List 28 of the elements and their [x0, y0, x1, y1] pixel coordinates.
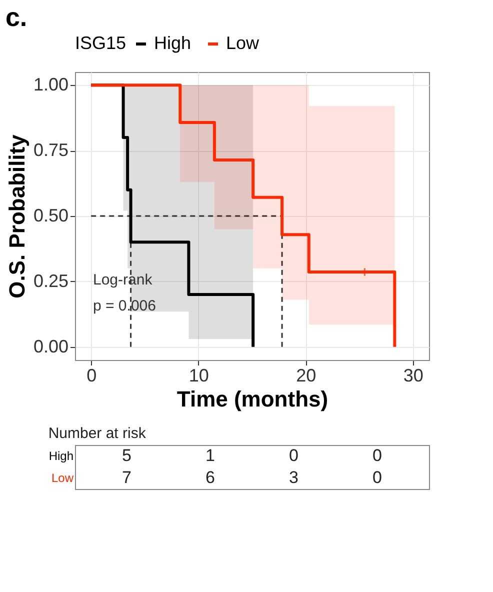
y-tick-label: 0.75 [33, 140, 68, 160]
text: 0 [372, 446, 382, 465]
y-tick-label: 1.00 [33, 74, 68, 95]
category-label: High [48, 449, 74, 463]
y-tick-label: 0.00 [33, 336, 68, 356]
annotation: p = 0.006 [93, 297, 156, 314]
y-tick-label: 0.25 [33, 270, 68, 291]
legend-label: Low [226, 33, 260, 53]
x-tick-label: 30 [403, 366, 424, 386]
text: 7 [122, 468, 132, 487]
y-tick-label: 0.50 [33, 206, 68, 226]
text: 3 [289, 468, 298, 487]
y-axis-title: O.S. Probability [4, 134, 30, 298]
text: 0 [289, 446, 298, 465]
x-tick-label: 10 [188, 366, 209, 386]
x-tick-label: 0 [86, 366, 97, 386]
text: 0 [372, 468, 382, 487]
text: 6 [206, 468, 215, 487]
text: 1 [206, 446, 215, 465]
text: 5 [122, 446, 132, 465]
category-label: Low [51, 471, 74, 485]
legend-label: High [154, 33, 192, 53]
text: Number at risk [48, 425, 146, 442]
x-axis-title: Time (months) [176, 386, 328, 412]
legend-title: ISG15 [75, 33, 126, 53]
chart-title: c. [5, 2, 28, 32]
annotation: Log-rank [93, 271, 153, 288]
x-tick-label: 20 [296, 366, 316, 386]
